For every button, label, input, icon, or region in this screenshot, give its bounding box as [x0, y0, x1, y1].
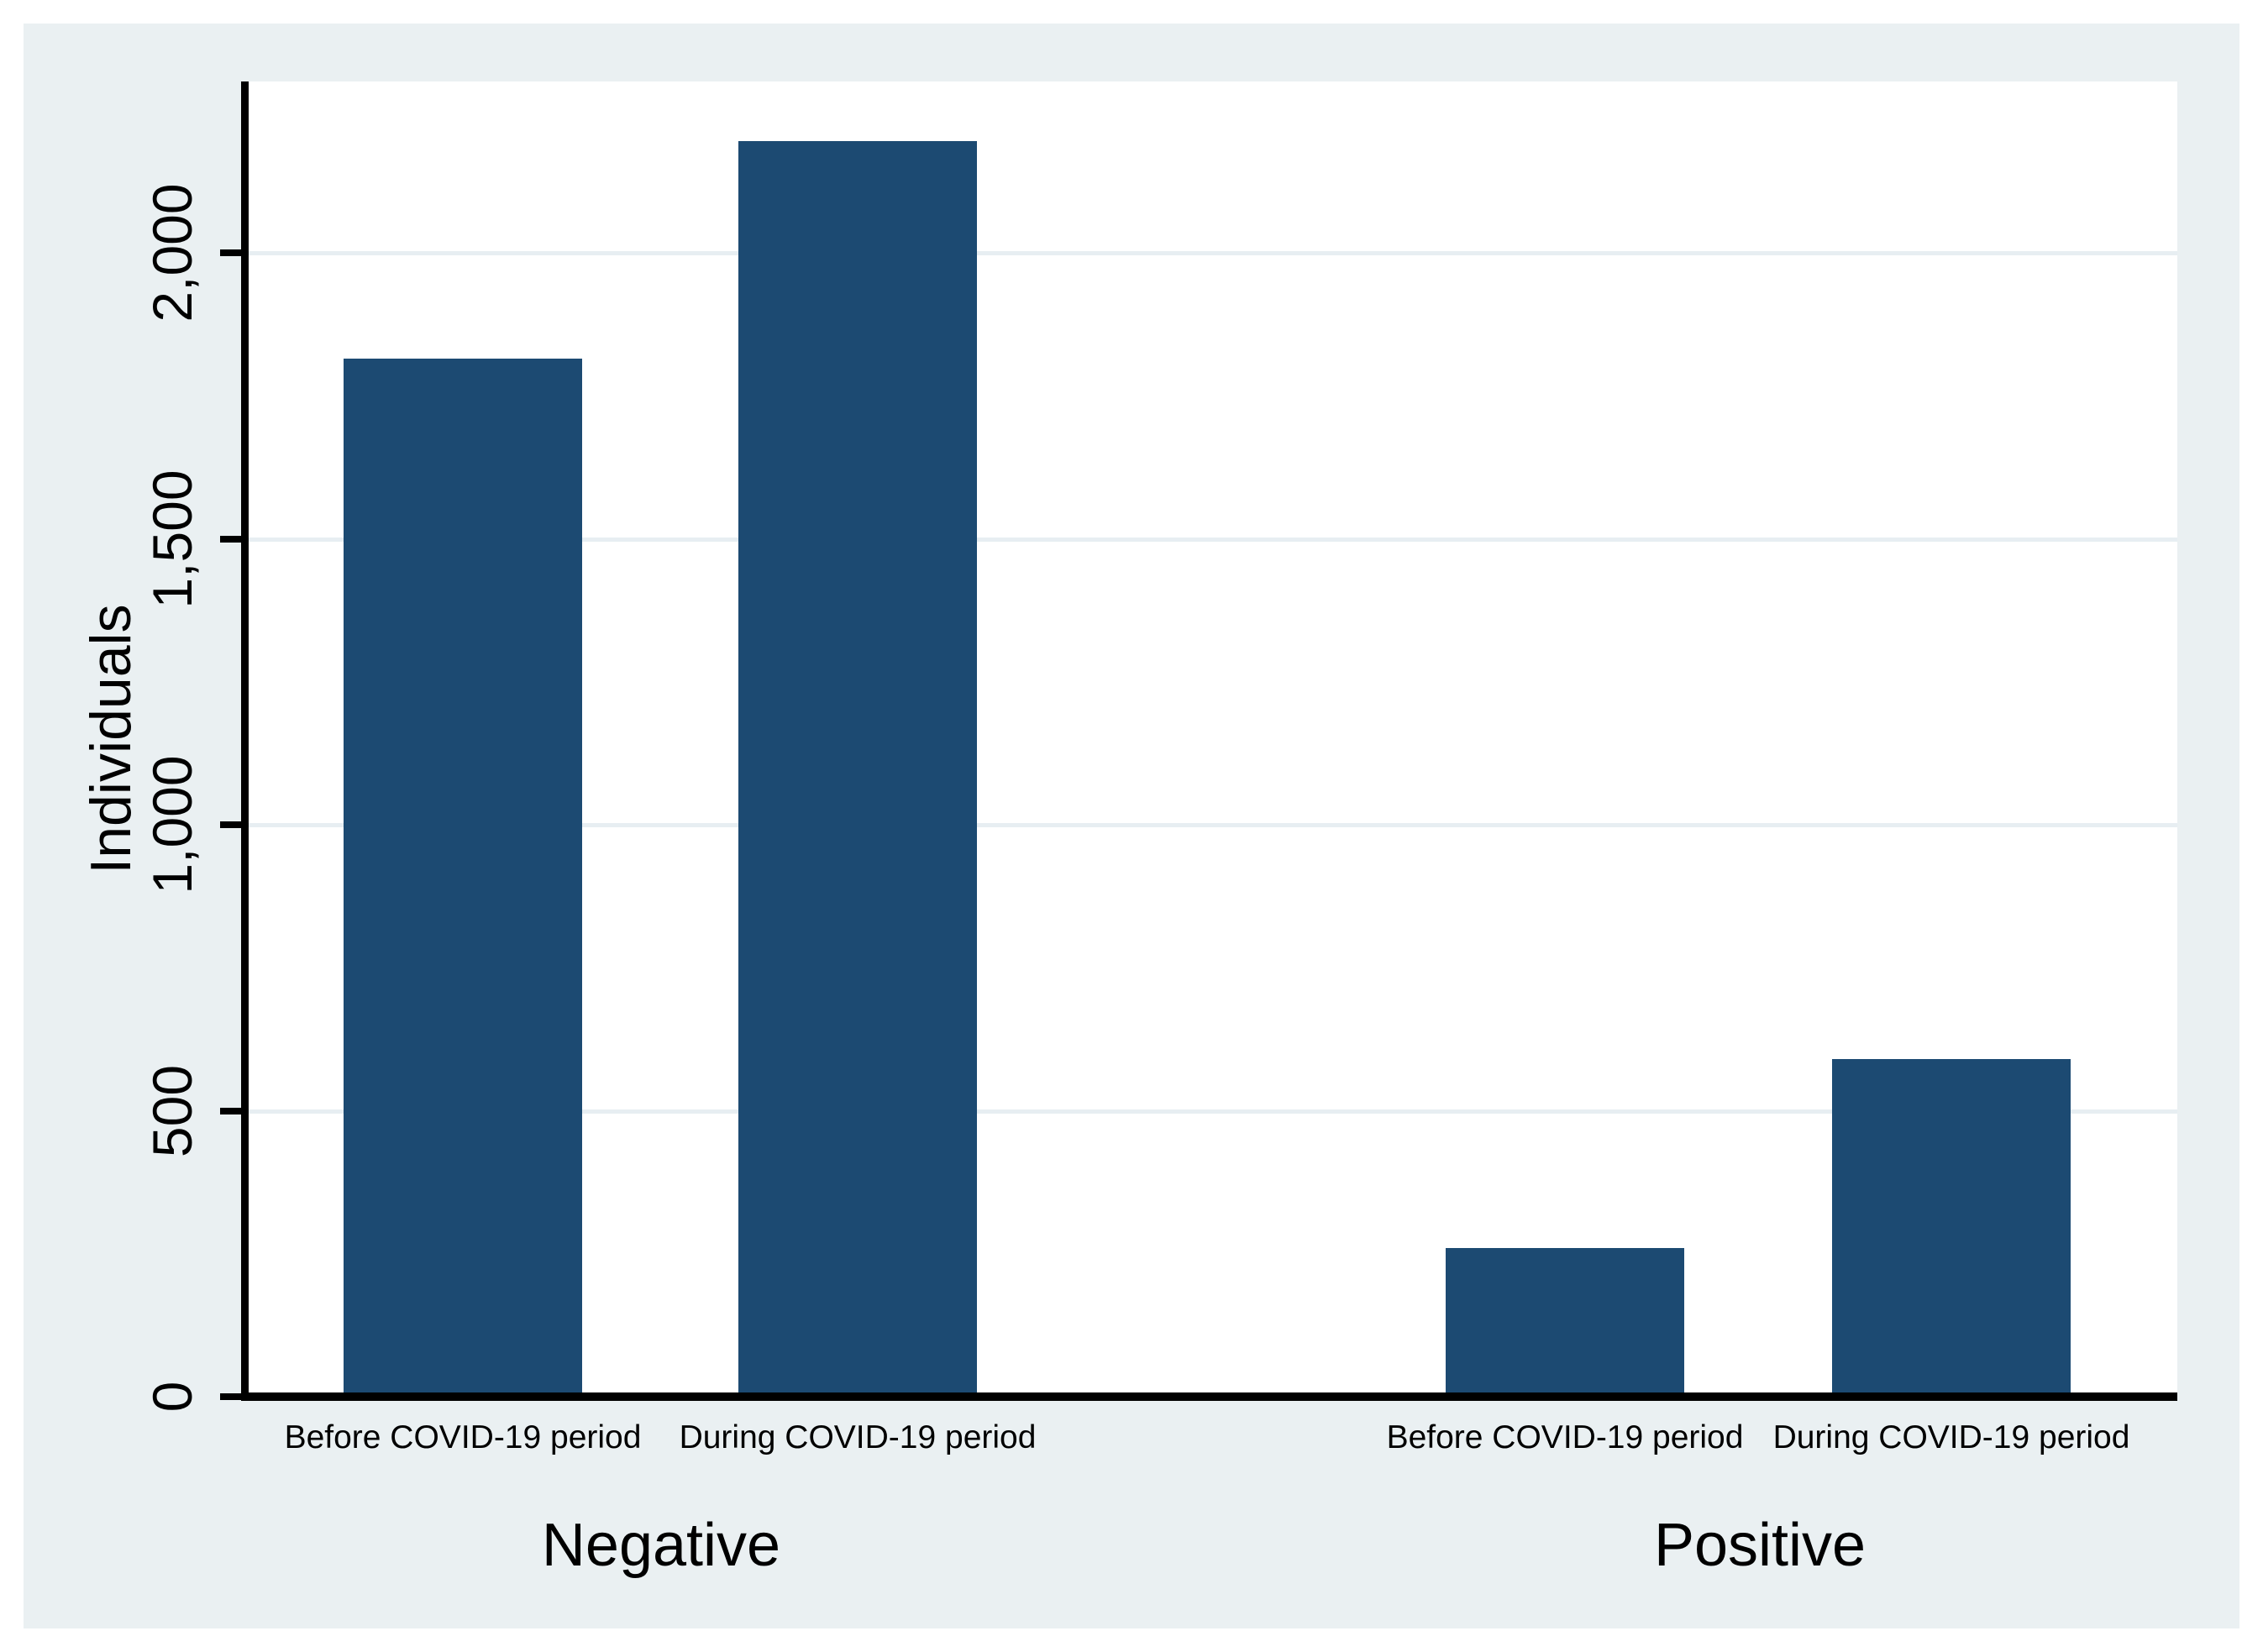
bar-negative-before: [344, 359, 582, 1397]
group-label-negative: Negative: [541, 1512, 781, 1579]
x-axis-line: [241, 1392, 2177, 1401]
y-tick-label-0: 0: [141, 1381, 203, 1413]
category-label-negative-during: During COVID-19 period: [679, 1419, 1037, 1455]
gridline-1000: [249, 823, 2177, 827]
y-tick-1500: [220, 536, 241, 543]
group-label-positive: Positive: [1653, 1512, 1867, 1579]
y-tick-1000: [220, 821, 241, 828]
y-tick-500: [220, 1108, 241, 1114]
category-label-negative-before: Before COVID-19 period: [284, 1419, 642, 1455]
gridline-2000: [249, 251, 2177, 255]
y-tick-label-1500: 1,500: [141, 469, 203, 609]
y-axis-line: [241, 81, 249, 1401]
y-tick-label-500: 500: [141, 1064, 203, 1158]
y-tick-2000: [220, 249, 241, 256]
gridline-1500: [249, 538, 2177, 542]
gridline-500: [249, 1109, 2177, 1114]
y-tick-0: [220, 1393, 241, 1400]
category-label-positive-before: Before COVID-19 period: [1386, 1419, 1744, 1455]
bar-positive-before: [1446, 1248, 1684, 1397]
y-tick-label-2000: 2,000: [141, 183, 203, 323]
bar-positive-during: [1832, 1059, 2071, 1397]
category-label-positive-during: During COVID-19 period: [1772, 1419, 2130, 1455]
bar-negative-during: [738, 141, 977, 1397]
y-axis-title: Individuals: [79, 604, 143, 874]
y-tick-label-1000: 1,000: [141, 755, 203, 894]
